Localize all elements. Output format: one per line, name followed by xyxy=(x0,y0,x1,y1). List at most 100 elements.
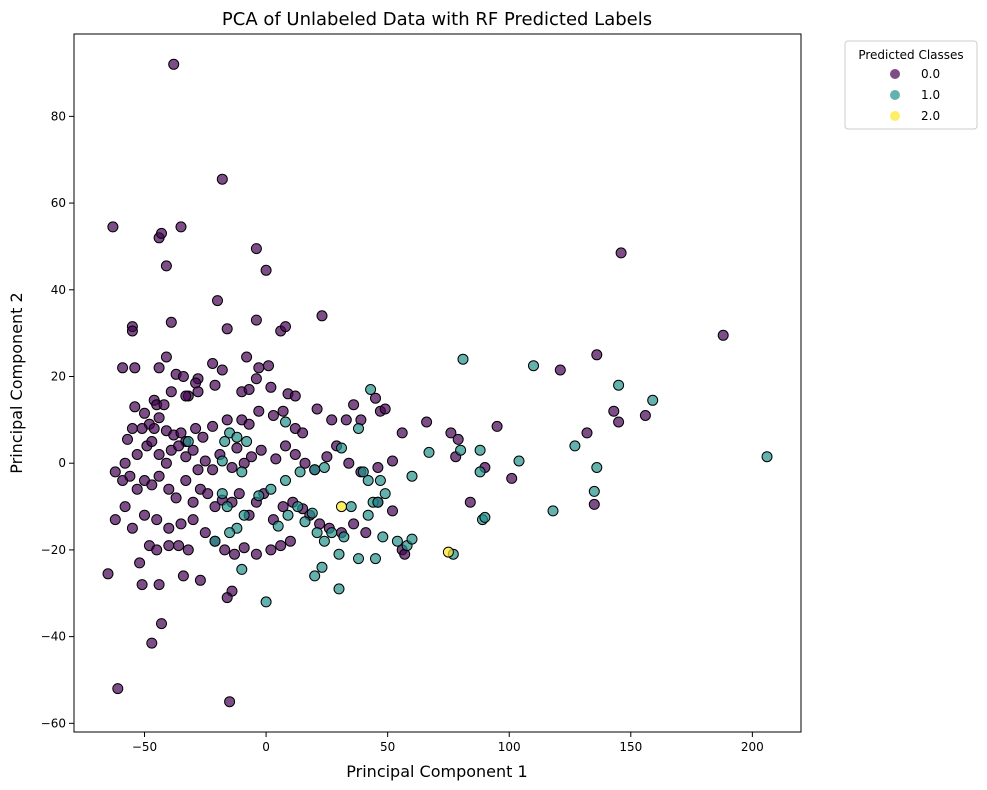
data-point-class-0 xyxy=(233,488,245,500)
data-point-class-0 xyxy=(153,412,165,424)
data-point-class-1 xyxy=(241,436,253,447)
data-point-class-0 xyxy=(146,479,158,491)
data-point-class-0 xyxy=(277,405,289,417)
data-point-class-0 xyxy=(156,618,167,630)
data-point-class-0 xyxy=(263,360,274,372)
data-point-class-1 xyxy=(306,507,318,519)
data-point-class-0 xyxy=(343,457,355,469)
y-tick-label: 80 xyxy=(51,109,66,123)
data-point-class-0 xyxy=(153,449,165,460)
data-point-class-0 xyxy=(119,501,131,513)
data-point-class-0 xyxy=(187,514,199,526)
data-point-class-1 xyxy=(761,451,773,463)
data-point-class-0 xyxy=(129,362,141,374)
data-point-class-0 xyxy=(311,403,323,415)
data-point-class-0 xyxy=(197,431,209,443)
data-point-class-0 xyxy=(280,440,291,452)
data-point-class-0 xyxy=(175,518,187,530)
y-tick-label: −40 xyxy=(41,630,66,644)
y-tick-label: 20 xyxy=(51,369,66,383)
data-point-class-1 xyxy=(231,431,243,443)
data-point-class-0 xyxy=(160,351,172,363)
data-point-class-0 xyxy=(253,405,265,417)
data-point-class-0 xyxy=(124,470,136,482)
data-point-class-0 xyxy=(267,410,279,421)
data-point-class-0 xyxy=(209,501,221,513)
data-point-class-0 xyxy=(202,488,214,500)
data-point-class-0 xyxy=(253,362,265,374)
data-point-class-0 xyxy=(177,371,189,382)
x-tick-label: 200 xyxy=(741,740,764,754)
data-point-class-0 xyxy=(243,418,255,430)
data-point-class-0 xyxy=(136,579,148,591)
data-point-class-0 xyxy=(445,427,457,439)
data-point-class-0 xyxy=(289,449,301,460)
data-point-class-0 xyxy=(173,440,185,452)
data-point-class-1 xyxy=(182,436,194,447)
data-point-class-0 xyxy=(348,518,360,530)
data-point-class-0 xyxy=(608,405,620,417)
data-point-class-1 xyxy=(372,496,384,508)
data-point-class-0 xyxy=(379,403,391,415)
x-tick-label: 0 xyxy=(262,740,270,754)
data-point-class-1 xyxy=(292,501,304,513)
data-point-class-0 xyxy=(153,470,165,482)
data-point-class-0 xyxy=(122,433,133,445)
x-tick-label: 100 xyxy=(498,740,521,754)
data-point-class-1 xyxy=(294,466,306,478)
data-point-class-0 xyxy=(250,314,262,326)
data-point-class-1 xyxy=(282,509,294,521)
data-point-class-0 xyxy=(241,351,253,363)
legend-label-class-1: 1.0 xyxy=(921,88,940,102)
data-point-class-0 xyxy=(299,457,311,469)
data-point-class-1 xyxy=(406,533,418,545)
data-point-class-0 xyxy=(615,247,627,259)
data-point-class-0 xyxy=(221,323,233,335)
data-point-class-1 xyxy=(318,462,330,473)
data-point-class-0 xyxy=(158,399,170,411)
data-point-class-0 xyxy=(107,221,119,233)
data-point-class-0 xyxy=(229,548,240,560)
legend-marker-class-0 xyxy=(890,69,900,79)
data-point-class-0 xyxy=(163,483,175,495)
plot-frame xyxy=(73,33,802,733)
data-point-class-0 xyxy=(421,416,433,428)
data-point-class-0 xyxy=(321,451,333,463)
data-point-class-0 xyxy=(348,399,360,411)
data-point-class-0 xyxy=(168,58,180,70)
data-point-class-0 xyxy=(126,325,138,337)
data-point-class-1 xyxy=(357,466,369,478)
data-point-class-0 xyxy=(387,505,398,517)
data-point-class-1 xyxy=(474,444,486,456)
data-point-class-1 xyxy=(253,490,265,502)
data-point-class-0 xyxy=(243,384,255,395)
data-point-class-0 xyxy=(192,386,204,398)
y-axis-label: Principal Component 2 xyxy=(7,292,26,473)
data-point-class-0 xyxy=(231,442,243,454)
data-point-class-0 xyxy=(187,444,199,456)
data-point-class-1 xyxy=(221,501,233,513)
data-point-class-0 xyxy=(387,455,398,467)
data-point-class-0 xyxy=(153,362,165,374)
y-axis: −60 −40 −20 0 20 40 60 80 xyxy=(41,109,74,730)
data-point-class-1 xyxy=(236,466,248,478)
data-point-class-0 xyxy=(182,544,194,556)
data-point-class-1 xyxy=(647,394,659,406)
data-point-class-0 xyxy=(131,483,143,495)
data-point-class-0 xyxy=(180,451,192,463)
data-point-class-1 xyxy=(224,527,236,539)
data-point-class-1 xyxy=(209,535,221,547)
data-point-class-0 xyxy=(209,379,221,391)
data-point-class-0 xyxy=(289,390,301,402)
data-point-class-0 xyxy=(126,522,138,534)
y-tick-label: −60 xyxy=(41,716,66,730)
data-point-class-0 xyxy=(275,540,287,552)
data-point-class-0 xyxy=(109,514,121,526)
data-point-class-1 xyxy=(479,511,491,523)
data-point-class-1 xyxy=(299,516,311,528)
data-point-class-0 xyxy=(119,457,131,469)
data-point-class-1 xyxy=(333,548,345,560)
data-point-class-1 xyxy=(326,527,338,539)
chart-title: PCA of Unlabeled Data with RF Predicted … xyxy=(222,9,652,30)
